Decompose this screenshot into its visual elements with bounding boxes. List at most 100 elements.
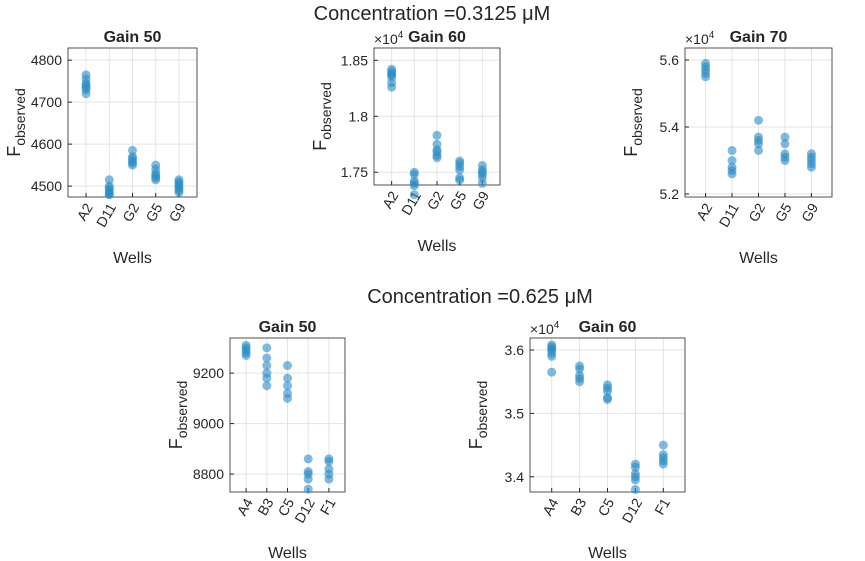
point	[303, 484, 313, 494]
x-tick-label: F1	[651, 495, 673, 517]
point	[387, 82, 397, 92]
x-axis-label: Wells	[588, 545, 627, 561]
y-tick-label: 8800	[193, 466, 224, 482]
exponent-label: ×104	[530, 320, 560, 337]
x-tick-label: G5	[446, 188, 469, 212]
point	[303, 454, 313, 464]
x-tick-label: F1	[317, 495, 339, 517]
point	[241, 350, 251, 360]
x-axis-label: Wells	[739, 250, 778, 267]
x-tick-label: G2	[745, 200, 768, 224]
point	[727, 169, 737, 179]
y-axis-label: Fobserved	[310, 82, 334, 151]
y-tick-label: 1.75	[341, 164, 368, 180]
y-axis-label-main: F	[310, 140, 330, 151]
y-tick-label: 9200	[193, 365, 224, 381]
point	[324, 456, 334, 466]
y-axis-label-main: F	[4, 146, 24, 157]
x-tick-label: B3	[254, 495, 277, 518]
axes-frame	[67, 47, 198, 198]
point	[727, 156, 737, 166]
point	[754, 115, 763, 125]
y-axis-label: Fobserved	[166, 381, 190, 450]
y-axis-label-sub: observed	[12, 88, 28, 146]
y-tick-label: 4600	[31, 136, 62, 152]
point	[658, 459, 668, 469]
point	[104, 189, 114, 199]
point	[603, 386, 612, 396]
x-tick-label: G9	[166, 200, 189, 224]
point	[630, 484, 640, 494]
point	[283, 393, 292, 403]
point	[81, 89, 91, 99]
y-tick-label: 4800	[31, 52, 62, 68]
chart-title: Gain 70	[730, 29, 788, 46]
x-tick-label: C5	[274, 495, 297, 519]
point	[547, 351, 557, 361]
x-tick-label: G2	[424, 188, 447, 212]
point	[262, 361, 272, 371]
point	[104, 175, 114, 185]
chart-title: Gain 60	[408, 29, 466, 46]
point	[701, 72, 711, 82]
point	[303, 474, 313, 484]
x-axis-label: Wells	[113, 250, 152, 267]
point	[174, 187, 184, 197]
point	[780, 139, 790, 149]
y-axis-label-sub: observed	[174, 381, 190, 439]
chart-title: Gain 50	[259, 319, 317, 336]
chart-title: Gain 50	[104, 29, 162, 46]
point	[806, 162, 816, 172]
exponent-power: 4	[398, 30, 404, 41]
y-axis-label: Fobserved	[466, 381, 490, 450]
y-axis-label-sub: observed	[629, 88, 645, 146]
y-tick-label: 1.8	[349, 108, 369, 124]
exponent-base: ×10	[530, 321, 554, 337]
point	[151, 175, 161, 185]
point	[262, 373, 272, 383]
y-tick-label: 5.6	[660, 52, 680, 68]
point	[432, 153, 442, 163]
point	[283, 373, 292, 383]
point	[324, 474, 334, 484]
point	[409, 169, 419, 179]
chart-title: Gain 60	[579, 319, 637, 336]
y-axis-label-main: F	[621, 146, 641, 157]
point	[603, 394, 612, 404]
point	[727, 145, 737, 155]
point	[630, 462, 640, 472]
axes-frame	[373, 47, 501, 186]
axes-frame	[529, 337, 686, 493]
point	[409, 190, 419, 200]
y-axis-label: Fobserved	[621, 88, 645, 157]
exponent-base: ×10	[374, 31, 398, 47]
point	[630, 475, 640, 485]
y-tick-label: 9000	[193, 416, 224, 432]
y-tick-label: 3.4	[505, 469, 525, 485]
x-tick-label: D12	[291, 495, 318, 525]
point	[547, 367, 557, 377]
y-tick-label: 3.5	[505, 405, 525, 421]
x-tick-label: G5	[772, 200, 795, 224]
point	[575, 364, 585, 374]
point	[283, 381, 292, 391]
y-axis-label-main: F	[166, 438, 186, 449]
y-tick-label: 3.6	[505, 342, 525, 358]
exponent-power: 4	[554, 320, 560, 331]
point	[432, 130, 442, 140]
x-tick-label: B3	[567, 495, 590, 518]
y-axis-label-sub: observed	[474, 381, 490, 439]
point	[780, 132, 790, 142]
x-axis-label: Wells	[418, 238, 457, 255]
point	[128, 160, 137, 170]
x-tick-label: G9	[798, 200, 821, 224]
suptitle: Concentration =0.625 μM	[367, 286, 593, 308]
point	[262, 381, 272, 391]
x-tick-label: A2	[693, 200, 716, 223]
point	[754, 139, 763, 149]
point	[455, 165, 465, 175]
point	[262, 353, 272, 363]
exponent-base: ×10	[685, 31, 709, 47]
suptitle: Concentration =0.3125 μM	[314, 3, 551, 25]
